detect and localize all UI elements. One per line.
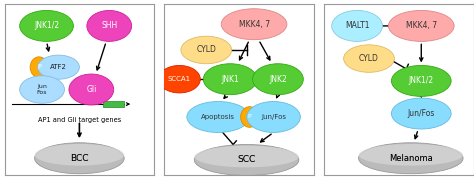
Ellipse shape bbox=[358, 144, 463, 166]
Text: JNK2: JNK2 bbox=[269, 75, 287, 84]
Text: ATF2: ATF2 bbox=[50, 64, 67, 70]
Text: Jun/Fos: Jun/Fos bbox=[261, 114, 286, 120]
Text: BCC: BCC bbox=[70, 154, 89, 163]
Text: SCC: SCC bbox=[237, 155, 256, 165]
Ellipse shape bbox=[241, 107, 258, 127]
Text: Jun
Fos: Jun Fos bbox=[37, 84, 47, 95]
Ellipse shape bbox=[388, 10, 454, 41]
Text: SCC: SCC bbox=[237, 155, 256, 165]
Ellipse shape bbox=[392, 66, 451, 96]
Text: P: P bbox=[248, 115, 251, 120]
Ellipse shape bbox=[253, 64, 303, 95]
Text: CYLD: CYLD bbox=[359, 54, 379, 63]
Ellipse shape bbox=[35, 143, 124, 174]
Text: JNK1: JNK1 bbox=[221, 75, 239, 84]
Text: P: P bbox=[37, 64, 41, 70]
Ellipse shape bbox=[20, 76, 64, 103]
Text: CYLD: CYLD bbox=[196, 45, 216, 54]
Ellipse shape bbox=[246, 101, 301, 132]
Ellipse shape bbox=[221, 9, 287, 40]
Ellipse shape bbox=[194, 144, 299, 175]
Text: Gli: Gli bbox=[86, 85, 97, 94]
Ellipse shape bbox=[181, 36, 232, 64]
Ellipse shape bbox=[392, 98, 451, 129]
Text: MKK4, 7: MKK4, 7 bbox=[406, 21, 437, 30]
Text: MKK4, 7: MKK4, 7 bbox=[238, 20, 270, 29]
Ellipse shape bbox=[35, 144, 124, 166]
Ellipse shape bbox=[30, 57, 48, 78]
Text: Melanoma: Melanoma bbox=[389, 154, 433, 163]
Text: Melanoma: Melanoma bbox=[389, 154, 433, 163]
Ellipse shape bbox=[37, 55, 79, 79]
Text: JNK1/2: JNK1/2 bbox=[34, 21, 59, 30]
Ellipse shape bbox=[69, 74, 114, 105]
Ellipse shape bbox=[20, 10, 73, 41]
Ellipse shape bbox=[203, 64, 257, 95]
Ellipse shape bbox=[358, 143, 463, 174]
Ellipse shape bbox=[187, 101, 250, 132]
Text: Apoptosis: Apoptosis bbox=[201, 114, 235, 120]
Text: BCC: BCC bbox=[70, 154, 89, 163]
Text: Jun/Fos: Jun/Fos bbox=[408, 109, 435, 118]
Ellipse shape bbox=[87, 10, 132, 41]
Text: SHH: SHH bbox=[101, 21, 118, 30]
Ellipse shape bbox=[332, 10, 383, 41]
Text: AP1 and Gli target genes: AP1 and Gli target genes bbox=[38, 117, 121, 123]
Text: MALT1: MALT1 bbox=[345, 21, 369, 30]
Ellipse shape bbox=[194, 146, 299, 167]
Text: SCCA1: SCCA1 bbox=[168, 76, 191, 82]
Bar bbox=[103, 101, 124, 107]
Ellipse shape bbox=[344, 45, 394, 72]
Text: JNK1/2: JNK1/2 bbox=[409, 76, 434, 85]
Ellipse shape bbox=[158, 66, 201, 93]
